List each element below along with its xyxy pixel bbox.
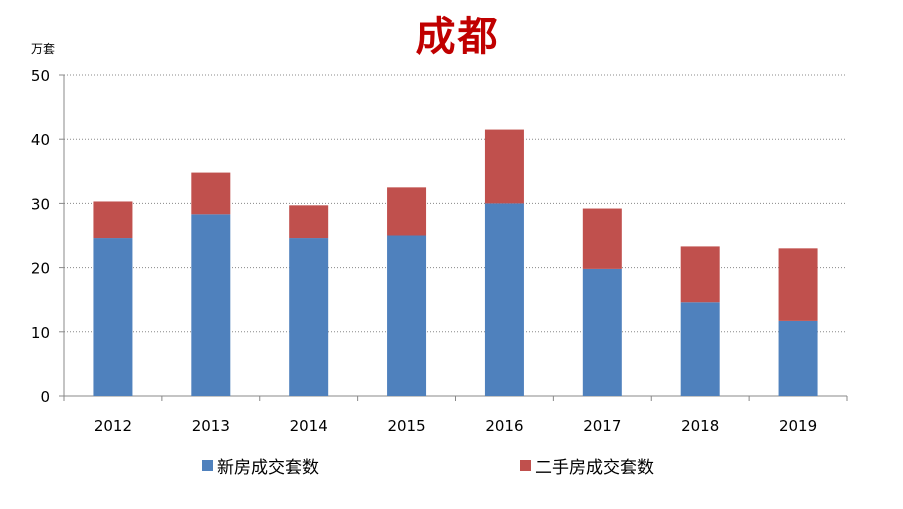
bar-segment-new bbox=[191, 214, 231, 396]
y-tick-label: 10 bbox=[31, 324, 50, 342]
bar-segment-second-hand bbox=[387, 187, 427, 236]
bar-segment-new bbox=[680, 302, 720, 396]
legend-swatch-red bbox=[520, 460, 531, 471]
x-tick-label: 2017 bbox=[583, 417, 621, 435]
x-tick-label: 2016 bbox=[485, 417, 523, 435]
y-tick-label: 0 bbox=[40, 388, 50, 406]
x-tick-label: 2018 bbox=[681, 417, 719, 435]
bar-segment-second-hand bbox=[582, 208, 622, 269]
bar-segment-second-hand bbox=[93, 201, 133, 239]
legend-label: 新房成交套数 bbox=[217, 458, 319, 478]
x-tick-label: 2013 bbox=[192, 417, 230, 435]
legend-item-second-hand: 二手房成交套数 bbox=[520, 453, 654, 478]
y-tick-label: 30 bbox=[31, 195, 50, 213]
x-tick-label: 2014 bbox=[290, 417, 328, 435]
y-tick-label: 20 bbox=[31, 260, 50, 278]
x-tick-label: 2019 bbox=[779, 417, 817, 435]
bar-segment-new bbox=[289, 238, 329, 396]
y-tick-label: 50 bbox=[31, 67, 50, 85]
bar-segment-new bbox=[93, 238, 133, 396]
bar-segment-second-hand bbox=[191, 172, 231, 215]
legend-label: 二手房成交套数 bbox=[535, 458, 654, 478]
x-tick-label: 2015 bbox=[387, 417, 425, 435]
bar-segment-second-hand bbox=[484, 129, 524, 204]
y-axis-unit-label: 万套 bbox=[31, 42, 56, 56]
chart-title: 成都 bbox=[415, 14, 500, 60]
bar-segment-new bbox=[778, 320, 818, 396]
bar-segment-new bbox=[484, 203, 524, 396]
bar-segment-new bbox=[387, 235, 427, 396]
bar-segment-second-hand bbox=[680, 246, 720, 303]
y-tick-label: 40 bbox=[31, 131, 50, 149]
legend-item-new-homes: 新房成交套数 bbox=[202, 453, 319, 478]
x-tick-label: 2012 bbox=[94, 417, 132, 435]
bar-segment-new bbox=[582, 268, 622, 396]
bar-segment-second-hand bbox=[778, 248, 818, 321]
legend-swatch-blue bbox=[202, 460, 213, 471]
bar-segment-second-hand bbox=[289, 205, 329, 239]
